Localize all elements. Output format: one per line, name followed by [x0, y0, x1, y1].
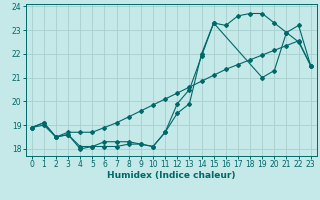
- X-axis label: Humidex (Indice chaleur): Humidex (Indice chaleur): [107, 171, 236, 180]
